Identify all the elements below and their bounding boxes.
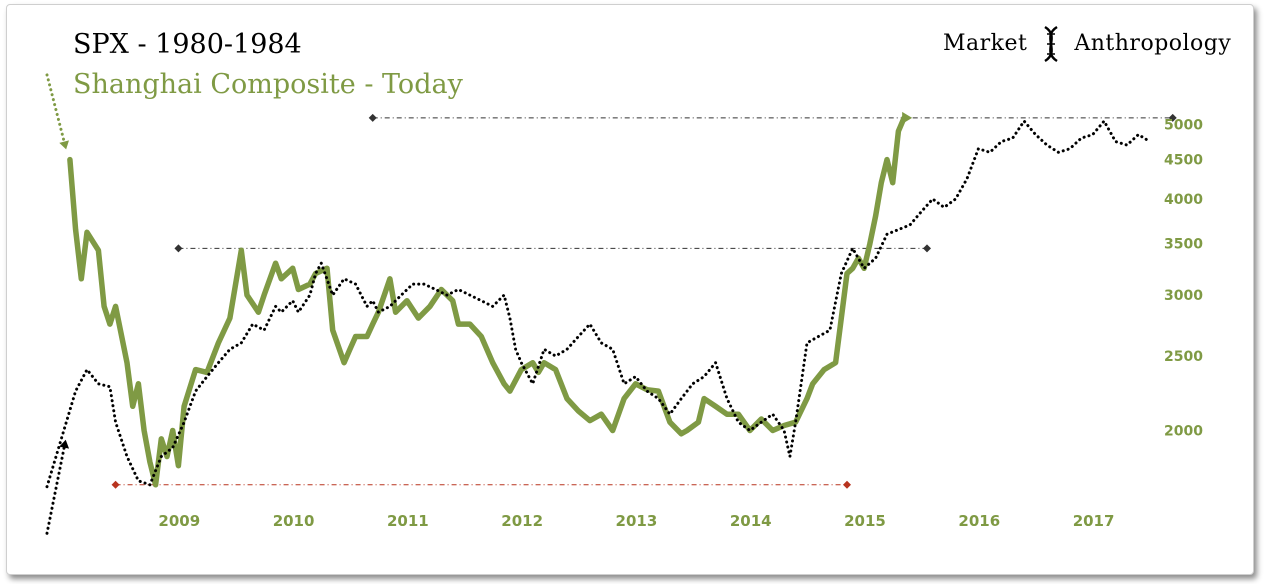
x-tick-label-2015: 2015 bbox=[844, 512, 886, 530]
y-tick-label-2000: 2000 bbox=[1164, 423, 1203, 439]
x-tick-label-2016: 2016 bbox=[958, 512, 1000, 530]
series-line-shanghai bbox=[67, 115, 907, 488]
x-tick-label-2011: 2011 bbox=[387, 512, 429, 530]
annotation-arrow-0 bbox=[45, 73, 66, 144]
shanghai-end-arrowhead bbox=[902, 111, 913, 124]
chart-title: SPX - 1980-1984 bbox=[73, 29, 302, 60]
y-tick-label-2500: 2500 bbox=[1164, 349, 1203, 365]
annotation-arrow-1-head bbox=[59, 439, 70, 449]
y-tick-label-5000: 5000 bbox=[1164, 117, 1203, 133]
series-line-spx bbox=[45, 119, 1152, 489]
line-chart: 2009 2010 2011 2012 2013 2014 2015 2016 2017 2000… bbox=[45, 73, 1203, 535]
annotation-arrow-1 bbox=[45, 446, 66, 535]
logo-right-text: Anthropology bbox=[1074, 31, 1232, 56]
x-tick-label-2010: 2010 bbox=[273, 512, 315, 530]
reference-line-0-start-marker bbox=[368, 113, 377, 122]
y-tick-label-4500: 4500 bbox=[1164, 153, 1203, 169]
x-tick-label-2013: 2013 bbox=[616, 512, 658, 530]
x-tick-label-2009: 2009 bbox=[158, 512, 200, 530]
x-tick-label-2014: 2014 bbox=[730, 512, 772, 530]
reference-line-0-end-marker bbox=[1168, 113, 1177, 122]
market-anthropology-logo: Market Anthropology bbox=[943, 25, 1231, 63]
reference-line-1-start-marker bbox=[174, 244, 183, 253]
reference-line-2-end-marker bbox=[843, 480, 851, 489]
x-tick-label-2012: 2012 bbox=[501, 512, 543, 530]
x-tick-label-2017: 2017 bbox=[1073, 512, 1115, 530]
reference-line-1-end-marker bbox=[923, 244, 931, 253]
annotation-arrow-0-head bbox=[59, 140, 69, 150]
y-tick-label-4000: 4000 bbox=[1164, 192, 1203, 208]
y-tick-label-3500: 3500 bbox=[1164, 237, 1203, 253]
dna-helix-icon bbox=[1044, 25, 1058, 63]
reference-line-2-start-marker bbox=[111, 480, 120, 489]
logo-left-text: Market bbox=[943, 31, 1028, 56]
chart-subtitle: Shanghai Composite - Today bbox=[73, 69, 463, 100]
chart-frame: 2009 2010 2011 2012 2013 2014 2015 2016 2017 2000… bbox=[6, 4, 1254, 575]
y-tick-label-3000: 3000 bbox=[1164, 288, 1203, 304]
